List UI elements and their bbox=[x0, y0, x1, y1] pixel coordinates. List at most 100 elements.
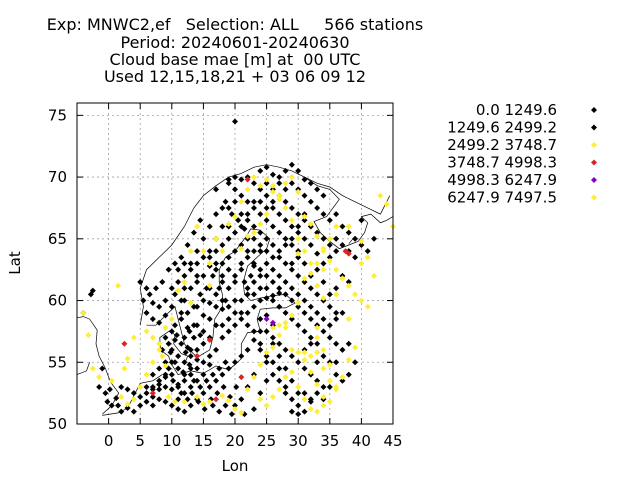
station-point bbox=[219, 392, 226, 399]
station-point bbox=[182, 349, 189, 356]
station-point bbox=[244, 254, 251, 261]
station-point bbox=[168, 386, 175, 393]
station-point bbox=[320, 383, 327, 390]
station-point bbox=[257, 211, 264, 218]
station-point bbox=[165, 340, 172, 347]
station-point bbox=[156, 303, 163, 310]
station-point bbox=[301, 213, 308, 220]
station-point bbox=[197, 291, 204, 298]
station-point bbox=[137, 393, 144, 400]
station-point bbox=[213, 235, 220, 242]
station-point bbox=[143, 383, 150, 390]
station-point bbox=[282, 309, 289, 316]
station-point bbox=[175, 287, 182, 294]
station-point bbox=[165, 266, 172, 273]
station-point bbox=[225, 266, 232, 273]
station-point bbox=[276, 229, 283, 236]
station-point bbox=[121, 340, 128, 347]
station-point bbox=[320, 192, 327, 199]
station-point bbox=[194, 303, 201, 310]
station-point bbox=[137, 279, 144, 286]
station-point bbox=[263, 248, 270, 255]
station-point bbox=[175, 365, 182, 372]
station-point bbox=[194, 272, 201, 279]
station-point bbox=[167, 349, 174, 356]
station-point bbox=[295, 359, 302, 366]
station-point bbox=[263, 211, 270, 218]
station-point bbox=[301, 408, 308, 415]
station-point bbox=[244, 233, 251, 240]
station-point bbox=[162, 362, 169, 369]
station-point bbox=[232, 272, 238, 279]
station-point bbox=[201, 406, 208, 413]
station-point bbox=[149, 386, 156, 393]
station-point bbox=[257, 272, 264, 279]
station-point bbox=[269, 266, 276, 273]
station-point bbox=[250, 337, 257, 344]
station-point bbox=[181, 371, 188, 378]
station-point bbox=[219, 334, 226, 341]
station-point bbox=[238, 241, 245, 248]
station-point bbox=[301, 248, 308, 255]
station-point bbox=[187, 353, 194, 360]
station-point bbox=[288, 235, 295, 242]
station-point bbox=[314, 250, 321, 257]
coastline bbox=[76, 362, 90, 375]
station-point bbox=[263, 377, 270, 384]
axis-ticks: 0 5 10 15 20 25 30 35 40 45 50 55 60 65 70 75 bbox=[48, 103, 403, 450]
station-point bbox=[250, 291, 257, 298]
station-point bbox=[194, 223, 201, 230]
station-point bbox=[326, 254, 333, 261]
station-point bbox=[295, 291, 302, 298]
station-point bbox=[143, 285, 150, 292]
station-point bbox=[339, 275, 346, 282]
x-tick-label: 0 bbox=[104, 432, 114, 450]
station-point bbox=[276, 377, 283, 384]
station-point bbox=[288, 316, 295, 323]
station-point bbox=[339, 309, 346, 316]
station-point bbox=[113, 395, 120, 402]
station-point bbox=[162, 359, 169, 366]
station-point bbox=[358, 241, 365, 248]
station-point bbox=[263, 192, 270, 199]
station-point bbox=[244, 291, 251, 298]
coastline bbox=[146, 228, 296, 376]
station-point bbox=[206, 398, 213, 405]
station-point bbox=[288, 312, 295, 319]
station-point bbox=[124, 404, 131, 411]
station-point bbox=[314, 340, 321, 347]
station-point bbox=[295, 272, 302, 279]
station-point bbox=[276, 322, 283, 329]
station-point bbox=[156, 340, 163, 347]
station-point bbox=[197, 217, 204, 224]
station-point bbox=[159, 346, 166, 353]
station-point bbox=[190, 322, 197, 329]
station-point bbox=[314, 291, 321, 298]
station-point bbox=[269, 279, 276, 286]
station-point bbox=[137, 383, 144, 390]
station-point bbox=[162, 371, 169, 378]
station-point bbox=[149, 390, 156, 397]
station-point bbox=[307, 340, 314, 347]
station-point bbox=[288, 285, 295, 292]
station-point bbox=[187, 346, 194, 353]
station-point bbox=[358, 260, 365, 267]
station-point bbox=[295, 250, 302, 257]
station-point bbox=[244, 217, 251, 224]
station-point bbox=[307, 260, 314, 267]
station-point bbox=[358, 217, 365, 224]
station-point bbox=[219, 306, 226, 313]
station-point bbox=[228, 411, 235, 418]
station-point bbox=[295, 383, 302, 390]
station-point bbox=[171, 260, 178, 267]
station-point bbox=[333, 309, 340, 316]
chart-title-line-1: Exp: MNWC2,ef Selection: ALL 566 station… bbox=[46, 15, 424, 34]
station-point bbox=[124, 386, 131, 393]
station-point bbox=[307, 316, 314, 323]
station-point bbox=[213, 377, 220, 384]
station-point bbox=[276, 272, 283, 279]
station-point bbox=[320, 393, 327, 400]
station-point bbox=[263, 312, 270, 319]
station-point bbox=[225, 235, 232, 242]
station-point bbox=[232, 174, 238, 181]
